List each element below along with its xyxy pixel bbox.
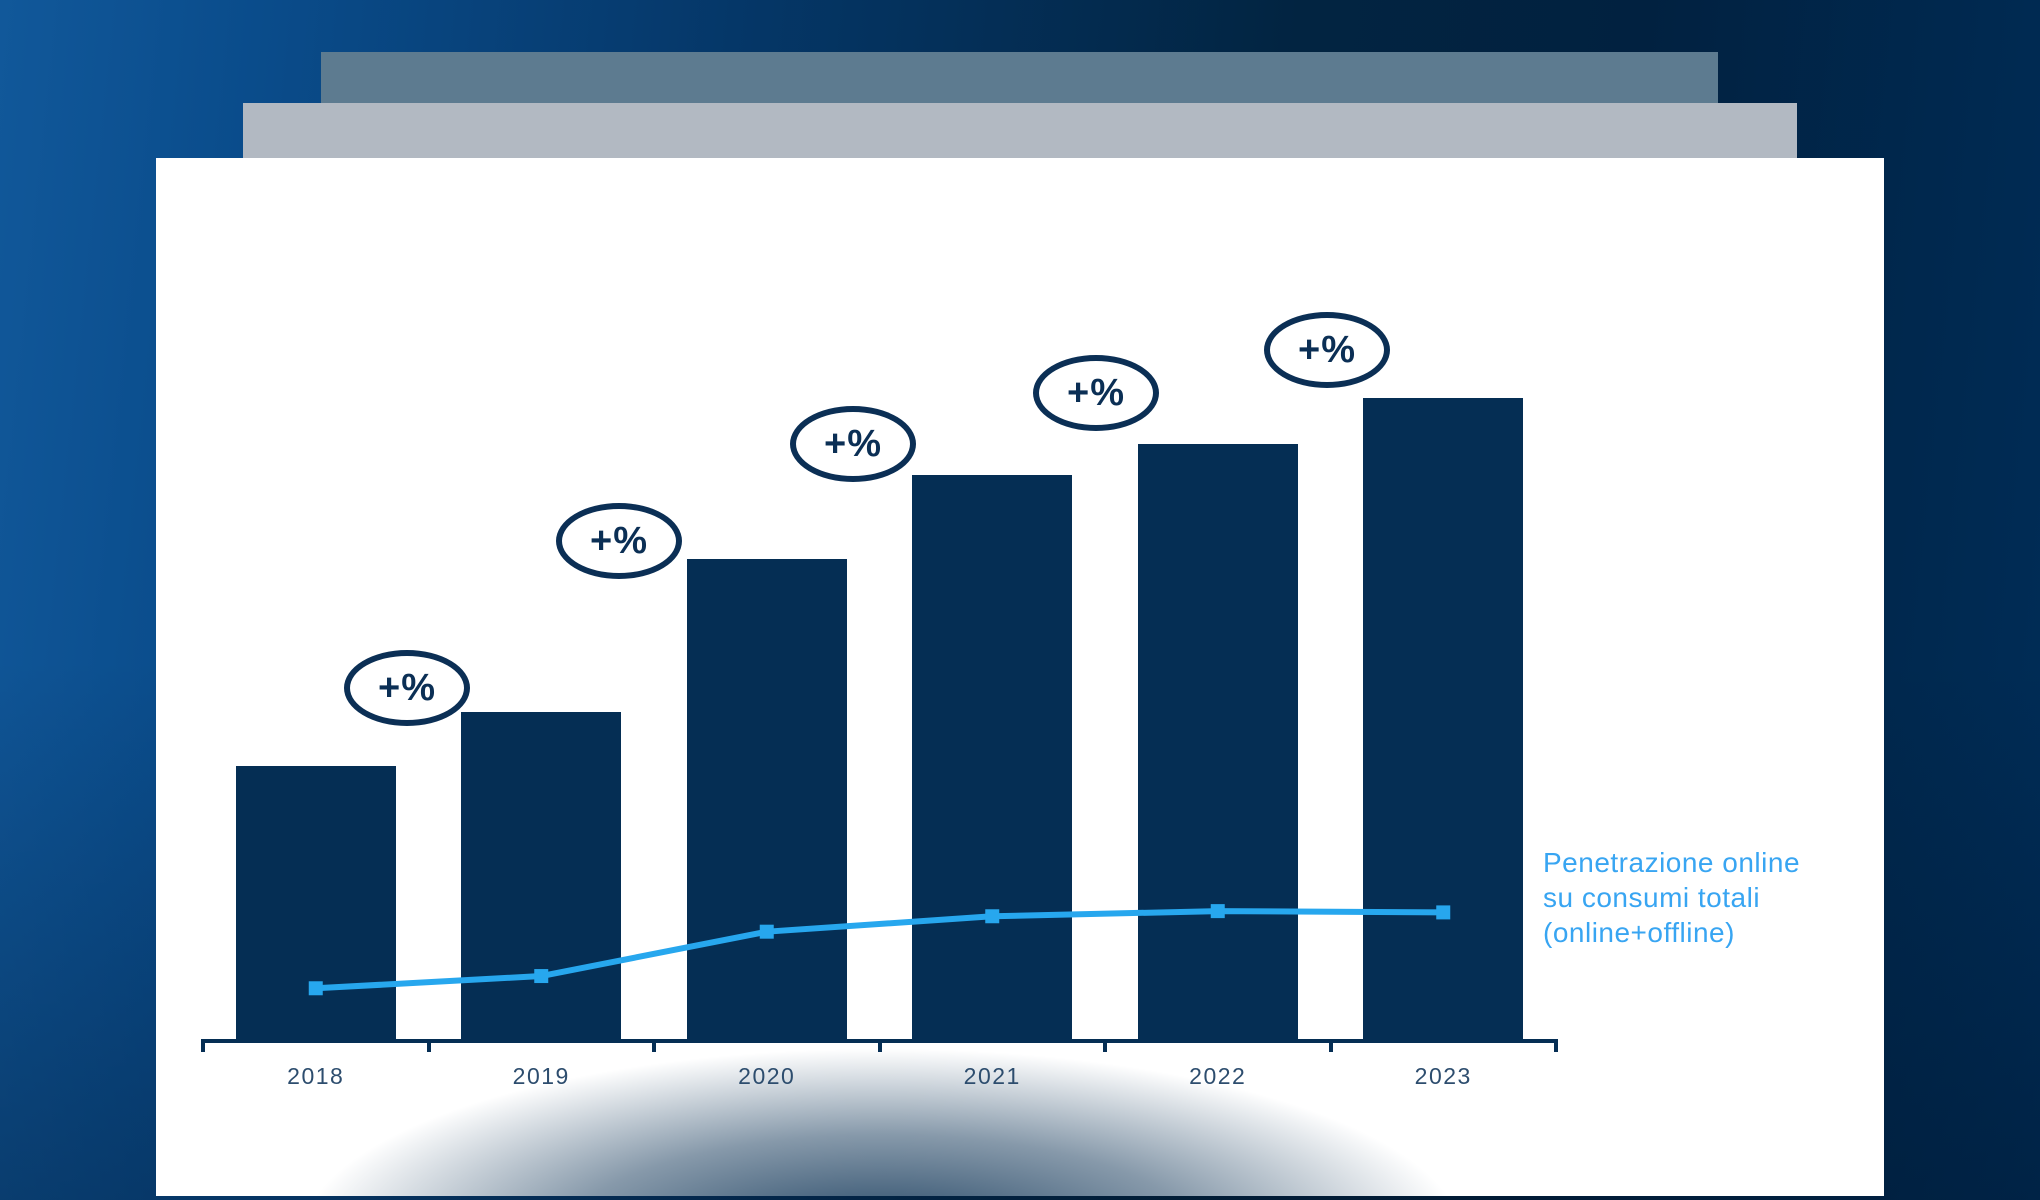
x-axis-tick — [1103, 1039, 1107, 1052]
x-axis-label-2021: 2021 — [963, 1063, 1021, 1089]
bar-2018 — [235, 765, 396, 1041]
growth-annotation-2020: +% — [556, 503, 682, 579]
legend-line-3: (online+offline) — [1543, 917, 1735, 948]
x-axis-label-2018: 2018 — [287, 1063, 345, 1089]
growth-annotation-2022: +% — [1033, 355, 1159, 431]
x-axis-tick — [877, 1039, 882, 1052]
x-axis-label-2023: 2023 — [1414, 1063, 1472, 1089]
x-axis-label-2020: 2020 — [738, 1063, 796, 1089]
growth-annotation-label: +% — [590, 519, 648, 562]
x-axis-tick — [426, 1039, 431, 1052]
x-axis-label-2022: 2022 — [1189, 1063, 1247, 1089]
growth-annotation-label: +% — [1067, 371, 1125, 414]
bar-2019 — [461, 711, 622, 1041]
x-axis-tick — [1554, 1039, 1558, 1052]
growth-annotation-label: +% — [1298, 328, 1356, 371]
growth-annotation-2023: +% — [1264, 312, 1390, 388]
legend-line-2: su consumi totali — [1543, 882, 1761, 913]
x-axis-tick — [1328, 1039, 1333, 1052]
bar-2020 — [686, 558, 847, 1041]
growth-annotation-label: +% — [824, 422, 882, 465]
bar-2022 — [1137, 444, 1298, 1041]
growth-annotation-2019: +% — [344, 650, 470, 726]
x-axis-tick — [201, 1039, 205, 1052]
bar-2023 — [1363, 398, 1524, 1041]
x-axis-tick — [652, 1039, 656, 1052]
bar-2021 — [912, 475, 1073, 1041]
growth-annotation-label: +% — [378, 666, 436, 709]
legend-line-1: Penetrazione online — [1543, 847, 1801, 878]
growth-annotation-2021: +% — [790, 406, 916, 482]
line-series-legend: Penetrazione online su consumi totali (o… — [1543, 845, 1800, 950]
x-axis-label-2019: 2019 — [512, 1063, 570, 1089]
